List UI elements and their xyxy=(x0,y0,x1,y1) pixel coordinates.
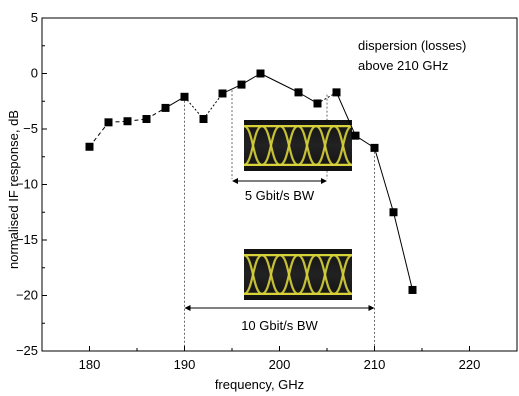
data-point xyxy=(180,92,189,101)
series-segment xyxy=(89,122,109,148)
data-point xyxy=(142,115,151,124)
guide-lines xyxy=(184,90,375,351)
data-point xyxy=(104,118,113,127)
data-point xyxy=(370,143,379,152)
annotation-5gbit-bw: 5 Gbit/s BW xyxy=(245,188,315,203)
y-tick-label: −5 xyxy=(23,121,38,136)
data-point xyxy=(85,142,94,151)
y-tick-label: 5 xyxy=(31,10,38,25)
bw-arrowhead-right xyxy=(321,178,327,184)
x-tick-label: 220 xyxy=(459,357,481,372)
x-tick-label: 210 xyxy=(364,357,386,372)
data-point xyxy=(313,99,322,108)
bw-arrowhead-right xyxy=(368,305,375,311)
data-point xyxy=(256,69,265,78)
data-point xyxy=(389,208,398,217)
data-point xyxy=(408,285,417,294)
annotation-dispersion-line2: above 210 GHz xyxy=(358,58,448,73)
eye-background xyxy=(244,120,352,171)
y-tick-label: −20 xyxy=(16,288,38,303)
series-segment xyxy=(336,92,356,136)
y-tick-label: −10 xyxy=(16,177,38,192)
data-point xyxy=(332,88,341,97)
data-series xyxy=(89,73,413,291)
bw-arrowhead-left xyxy=(184,305,191,311)
annotation-10gbit-bw: 10 Gbit/s BW xyxy=(241,318,318,333)
annotation-dispersion-line1: dispersion (losses) xyxy=(358,38,466,53)
bw-arrowhead-left xyxy=(232,178,238,184)
series-segment xyxy=(393,212,413,291)
x-axis-label: frequency, GHz xyxy=(215,377,304,392)
annotations: dispersion (losses) above 210 GHz 5 Gbit… xyxy=(184,38,466,333)
series-segment xyxy=(203,93,223,120)
data-point xyxy=(218,89,227,98)
data-point xyxy=(237,80,246,89)
data-point xyxy=(199,115,208,124)
y-tick-label: −25 xyxy=(16,343,38,358)
x-tick-label: 190 xyxy=(174,357,196,372)
data-point xyxy=(351,131,360,140)
data-point xyxy=(123,117,132,126)
eye-diagram-5gbit xyxy=(243,120,353,171)
y-tick-label: 0 xyxy=(31,66,38,81)
x-tick-label: 200 xyxy=(269,357,291,372)
y-tick-label: −15 xyxy=(16,232,38,247)
eye-diagram-10gbit xyxy=(243,249,353,300)
data-markers xyxy=(85,69,417,294)
data-point xyxy=(161,103,170,112)
x-tick-label: 180 xyxy=(79,357,101,372)
y-axis-ticks: 5 0 −5 −10 −15 −20 −25 xyxy=(16,10,47,358)
series-segment xyxy=(260,73,299,93)
eye-background xyxy=(244,249,352,300)
bandwidth-arrow-5gbit xyxy=(232,178,327,184)
data-point xyxy=(294,88,303,97)
x-axis-ticks: 180 190 200 210 220 xyxy=(41,346,518,372)
eye-diagrams xyxy=(243,120,353,300)
bandwidth-arrow-10gbit xyxy=(184,305,375,311)
series-segment xyxy=(374,147,394,213)
y-axis-label: normalised IF response, dB xyxy=(6,110,21,269)
